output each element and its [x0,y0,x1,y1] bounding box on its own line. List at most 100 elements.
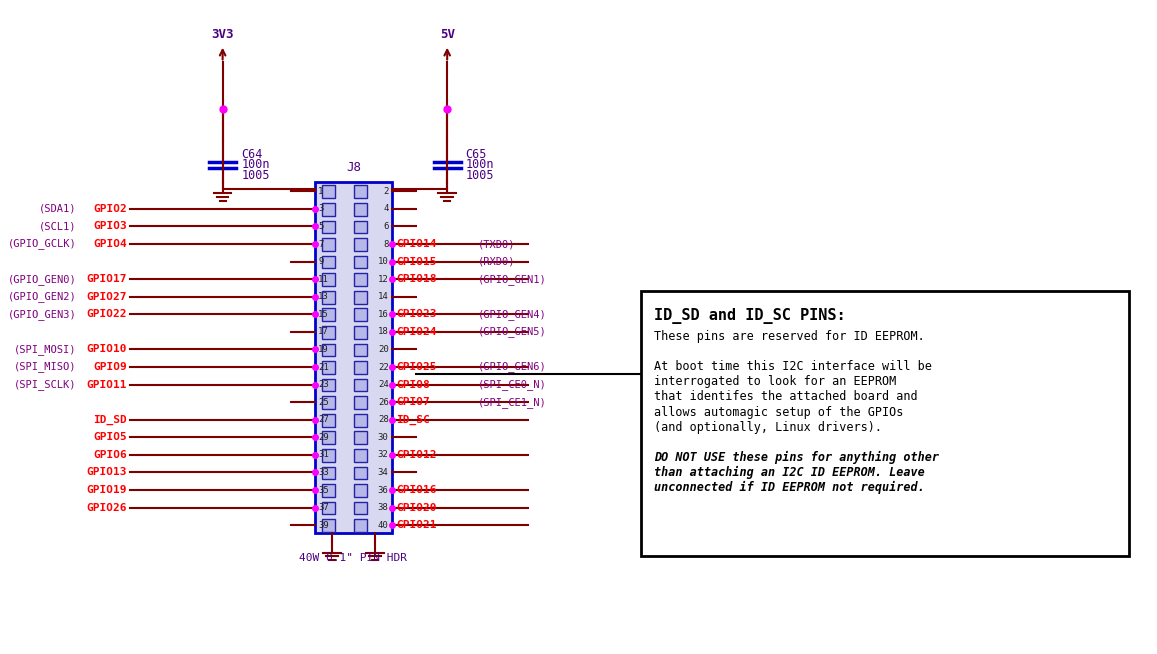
Bar [354,186,367,198]
Text: GPIO27: GPIO27 [87,292,127,301]
Text: 8: 8 [383,239,389,249]
Bar [354,379,367,392]
Text: GPIO11: GPIO11 [87,379,127,390]
Bar [354,519,367,532]
Bar [354,220,367,233]
Text: 17: 17 [318,328,329,336]
Text: 31: 31 [318,451,329,459]
Text: 37: 37 [318,503,329,512]
Text: 3V3: 3V3 [212,28,234,41]
Bar [354,432,367,444]
Text: (GPIO_GCLK): (GPIO_GCLK) [7,239,76,249]
Bar [322,466,334,479]
Text: 25: 25 [318,398,329,407]
Text: GPIO5: GPIO5 [94,432,127,442]
Text: 24: 24 [378,380,389,389]
Text: (and optionally, Linux drivers).: (and optionally, Linux drivers). [654,421,882,434]
Bar [354,309,367,321]
Text: C65: C65 [466,148,487,161]
Bar [354,273,367,286]
Bar [322,326,334,339]
Text: GPIO23: GPIO23 [397,309,437,319]
Bar [322,502,334,515]
Text: (GPIO_GEN1): (GPIO_GEN1) [478,274,546,284]
Bar [322,519,334,532]
Bar [322,238,334,251]
Bar [354,256,367,268]
Text: than attaching an I2C ID EEPROM. Leave: than attaching an I2C ID EEPROM. Leave [654,466,924,479]
Text: 34: 34 [378,468,389,477]
Text: 13: 13 [318,292,329,301]
Text: DO NOT USE these pins for anything other: DO NOT USE these pins for anything other [654,451,939,464]
Bar [322,291,334,303]
Text: 20: 20 [378,345,389,354]
Bar [354,449,367,462]
Bar [354,326,367,339]
Text: 40: 40 [378,521,389,530]
Text: GPIO7: GPIO7 [397,397,430,407]
Bar [322,343,334,356]
Text: (SDA1): (SDA1) [38,204,76,214]
Bar [322,484,334,497]
Text: 23: 23 [318,380,329,389]
Text: 2: 2 [383,187,389,196]
Bar [354,466,367,479]
Bar [641,291,1129,557]
Text: GPIO20: GPIO20 [397,503,437,513]
Text: (SPI_MOSI): (SPI_MOSI) [14,344,76,355]
Text: C64: C64 [241,148,263,161]
Bar [354,414,367,426]
Text: GPIO15: GPIO15 [397,256,437,267]
Text: 100n: 100n [466,158,494,171]
Text: (SPI_CE0_N): (SPI_CE0_N) [478,379,546,390]
Bar [354,343,367,356]
Bar [322,256,334,268]
Text: 38: 38 [378,503,389,512]
Text: (SPI_MISO): (SPI_MISO) [14,362,76,373]
Bar [322,203,334,216]
Text: (GPIO_GEN0): (GPIO_GEN0) [7,274,76,284]
Text: (RXD0): (RXD0) [478,256,515,267]
Text: 15: 15 [318,310,329,318]
Text: 27: 27 [318,415,329,424]
Text: (GPIO_GEN4): (GPIO_GEN4) [478,309,546,320]
Text: GPIO22: GPIO22 [87,309,127,319]
Text: (GPIO_GEN2): (GPIO_GEN2) [7,291,76,302]
Text: GPIO18: GPIO18 [397,274,437,284]
Text: (GPIO_GEN3): (GPIO_GEN3) [7,309,76,320]
Bar [322,379,334,392]
Text: 33: 33 [318,468,329,477]
Text: 32: 32 [378,451,389,459]
Text: GPIO24: GPIO24 [397,327,437,337]
Text: 6: 6 [383,222,389,231]
Bar [322,414,334,426]
Text: 12: 12 [378,275,389,284]
Text: GPIO16: GPIO16 [397,485,437,495]
Text: GPIO3: GPIO3 [94,222,127,232]
Bar [354,361,367,374]
Text: 36: 36 [378,485,389,494]
Bar [322,361,334,374]
Text: 30: 30 [378,433,389,442]
Text: GPIO25: GPIO25 [397,362,437,372]
Text: 29: 29 [318,433,329,442]
Bar [354,291,367,303]
Text: GPIO2: GPIO2 [94,204,127,214]
Bar [354,484,367,497]
Text: 18: 18 [378,328,389,336]
Text: These pins are reserved for ID EEPROM.: These pins are reserved for ID EEPROM. [654,330,924,343]
Text: 14: 14 [378,292,389,301]
Text: GPIO12: GPIO12 [397,450,437,460]
Text: ID_SD and ID_SC PINS:: ID_SD and ID_SC PINS: [654,309,846,324]
Text: GPIO13: GPIO13 [87,468,127,477]
Text: 16: 16 [378,310,389,318]
Text: GPIO9: GPIO9 [94,362,127,372]
Text: (TXD0): (TXD0) [478,239,515,249]
Text: ID_SD: ID_SD [94,415,127,425]
Text: (SPI_CE1_N): (SPI_CE1_N) [478,397,546,407]
Bar [354,203,367,216]
Text: GPIO21: GPIO21 [397,520,437,530]
Text: GPIO17: GPIO17 [87,274,127,284]
Bar [322,309,334,321]
Text: (SPI_SCLK): (SPI_SCLK) [14,379,76,390]
